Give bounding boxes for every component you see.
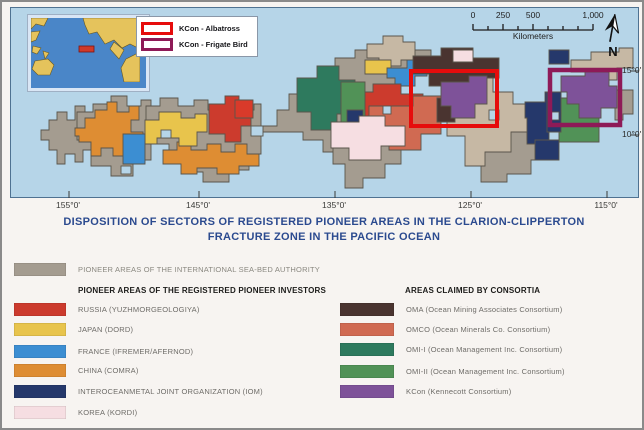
russia-label: RUSSIA (YUZHMORGEOLOGIYA) — [78, 305, 200, 314]
legend-row-oma: OMA (Ocean Mining Associates Consortium) — [340, 303, 562, 316]
figure-title-line2: FRACTURE ZONE IN THE PACIFIC OCEAN — [207, 231, 441, 243]
legend-row-omco: OMCO (Ocean Minerals Co. Consortium) — [340, 323, 550, 336]
pioneer-sectors-graphic — [40, 35, 639, 198]
scale-tick-0: 0 — [470, 10, 476, 20]
france-swatch — [14, 345, 66, 358]
scale-bar: 0 250 500 1,000 Kilometers — [465, 10, 611, 46]
france-label: FRANCE (IFREMER/AFERNOD) — [78, 347, 194, 356]
south-america-landmass — [120, 52, 141, 83]
russia-swatch — [14, 303, 66, 316]
scale-tick-500: 500 — [525, 10, 541, 20]
iom-swatch — [14, 385, 66, 398]
indonesia-landmass — [42, 50, 50, 60]
lon-label-115: 115°0' — [594, 200, 618, 210]
sector-group-korea — [330, 49, 474, 161]
oma-label: OMA (Ocean Mining Associates Consortium) — [406, 305, 563, 314]
clarion-clipperton-map: KCon - Albatross KCon - Frigate Bird 0 2… — [10, 7, 641, 198]
iom-label: INTEROCEANMETAL JOINT ORGANIZATION (IOM) — [78, 387, 263, 396]
asia-landmass — [30, 17, 49, 30]
legend-row-korea: KOREA (KORDI) — [14, 406, 137, 419]
scale-tick-1000: 1,000 — [582, 10, 604, 20]
indonesia-landmass — [31, 45, 42, 55]
legend-row-iom: INTEROCEANMETAL JOINT ORGANIZATION (IOM) — [14, 385, 263, 398]
legend-header-consortia: AREAS CLAIMED BY CONSORTIA — [405, 286, 541, 295]
legend-header-investors: PIONEER AREAS OF THE REGISTERED PIONEER … — [78, 286, 327, 295]
australia-landmass — [31, 58, 55, 76]
key-row-frigate-bird: KCon - Frigate Bird — [141, 38, 253, 52]
omi1-swatch — [340, 343, 394, 356]
legend-row-china: CHINA (COMRA) — [14, 364, 139, 377]
kcon-label: KCon (Kennecott Consortium) — [406, 387, 512, 396]
japan-label: JAPAN (DORD) — [78, 325, 134, 334]
asia-landmass — [30, 30, 41, 43]
lon-label-125: 125°0' — [458, 200, 482, 210]
lon-label-145: 145°0' — [186, 200, 210, 210]
kcon-frigate-bird-outline — [547, 67, 623, 128]
scale-tick-250: 250 — [495, 10, 511, 20]
legend-row-omi2: OMI-II (Ocean Management Inc. Consortium… — [340, 365, 565, 378]
omco-swatch — [340, 323, 394, 336]
scale-bar-rule — [472, 24, 594, 31]
ocean-holes — [120, 105, 560, 175]
frigate-bird-key-label: KCon - Frigate Bird — [179, 40, 248, 50]
lon-label-155: 155°0' — [56, 200, 80, 210]
korea-label: KOREA (KORDI) — [78, 408, 138, 417]
legend-row-isa: PIONEER AREAS OF THE INTERNATIONAL SEA-B… — [14, 263, 320, 276]
omi2-swatch — [340, 365, 394, 378]
lat-label-15: 15°0' — [622, 65, 642, 75]
legend-row-france: FRANCE (IFREMER/AFERNOD) — [14, 345, 193, 358]
study-area-marker — [78, 45, 95, 53]
albatross-key-label: KCon - Albatross — [179, 23, 240, 33]
omi2-label: OMI-II (Ocean Management Inc. Consortium… — [406, 367, 565, 376]
figure-title: DISPOSITION OF SECTORS OF REGISTERED PIO… — [2, 215, 642, 245]
key-row-albatross: KCon - Albatross — [141, 21, 253, 35]
kcon-albatross-outline — [409, 69, 499, 128]
kcon-swatch — [340, 385, 394, 398]
axis-ticks — [68, 70, 639, 198]
scale-bar-unit: Kilometers — [512, 31, 554, 41]
isa-label: PIONEER AREAS OF THE INTERNATIONAL SEA-B… — [78, 265, 320, 274]
legend-row-russia: RUSSIA (YUZHMORGEOLOGIYA) — [14, 303, 200, 316]
legend-row-omi1: OMI-I (Ocean Management Inc. Consortium) — [340, 343, 562, 356]
korea-swatch — [14, 406, 66, 419]
north-america-landmass — [82, 17, 141, 50]
omco-label: OMCO (Ocean Minerals Co. Consortium) — [406, 325, 551, 334]
north-label: N — [608, 44, 617, 59]
pacific-overview-inset — [27, 14, 150, 92]
figure-title-line1: DISPOSITION OF SECTORS OF REGISTERED PIO… — [63, 216, 585, 228]
omi1-label: OMI-I (Ocean Management Inc. Consortium) — [406, 345, 563, 354]
central-america-landmass — [109, 41, 125, 60]
albatross-key-swatch — [141, 21, 173, 35]
north-arrow: N — [599, 12, 625, 60]
japan-swatch — [14, 323, 66, 336]
map-key-box: KCon - Albatross KCon - Frigate Bird — [136, 16, 258, 57]
oma-swatch — [340, 303, 394, 316]
lon-label-135: 135°0' — [322, 200, 346, 210]
sector-group-japan — [144, 59, 392, 147]
legend-row-japan: JAPAN (DORD) — [14, 323, 133, 336]
isa-swatch — [14, 263, 66, 276]
lat-label-10: 10°0' — [622, 129, 642, 139]
china-label: CHINA (COMRA) — [78, 366, 139, 375]
frigate-bird-key-swatch — [141, 38, 173, 52]
legend-row-kcon: KCon (Kennecott Consortium) — [340, 385, 511, 398]
china-swatch — [14, 364, 66, 377]
